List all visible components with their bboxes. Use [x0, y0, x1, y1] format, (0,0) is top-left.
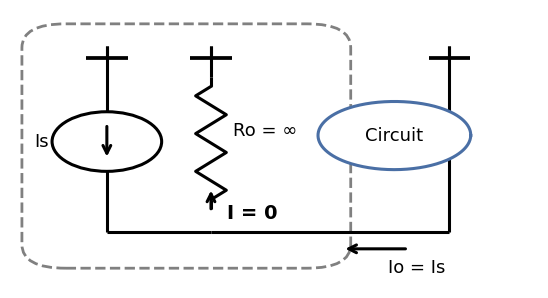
Circle shape	[52, 112, 162, 171]
Text: Circuit: Circuit	[366, 127, 424, 145]
Text: Is: Is	[34, 133, 48, 150]
Text: Io = Is: Io = Is	[388, 259, 445, 277]
Polygon shape	[318, 102, 471, 170]
Text: I = 0: I = 0	[227, 204, 278, 223]
Text: Ro = ∞: Ro = ∞	[233, 122, 297, 140]
